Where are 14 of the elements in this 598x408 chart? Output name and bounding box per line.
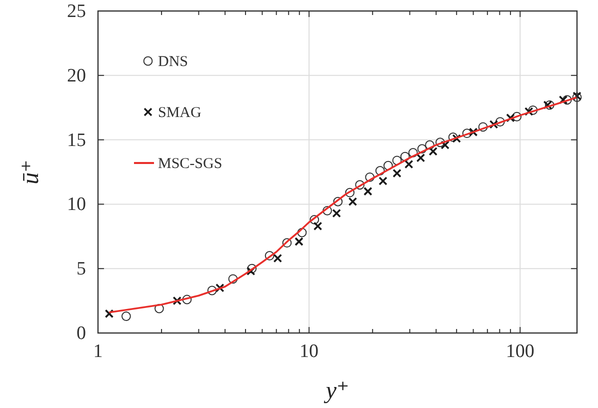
y-tick-label: 0 bbox=[76, 323, 86, 344]
x-axis-title: y⁺ bbox=[324, 378, 350, 404]
y-tick-label: 20 bbox=[67, 65, 86, 86]
legend-label: SMAG bbox=[158, 105, 202, 121]
y-tick-label: 5 bbox=[76, 258, 86, 280]
y-tick-label: 15 bbox=[67, 130, 86, 151]
x-tick-label: 100 bbox=[506, 341, 534, 362]
legend-label: DNS bbox=[158, 54, 188, 70]
y-tick-label: 10 bbox=[67, 194, 86, 216]
legend-label: MSC-SGS bbox=[158, 156, 222, 172]
y-tick-label: 25 bbox=[67, 1, 86, 22]
y-axis-title: ū⁺ bbox=[18, 160, 44, 184]
x-tick-label: 10 bbox=[300, 341, 319, 362]
x-tick-label: 1 bbox=[93, 341, 103, 362]
